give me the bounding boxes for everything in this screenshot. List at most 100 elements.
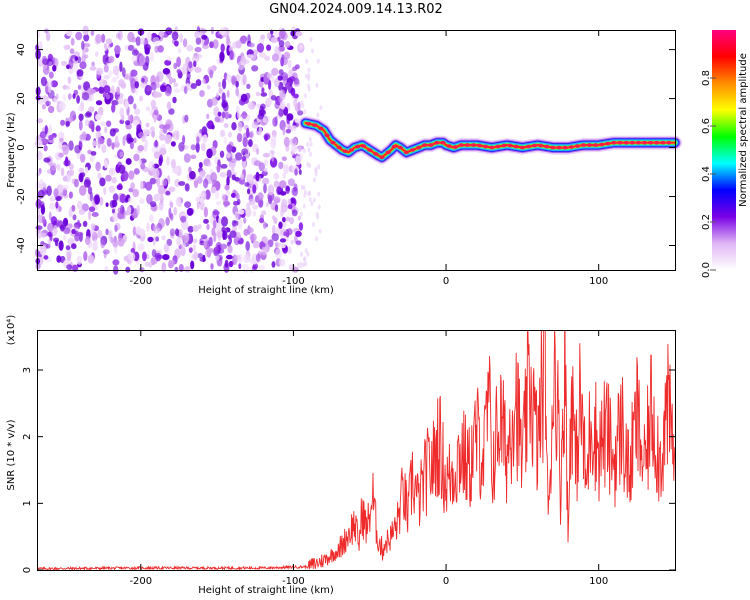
noise-speck (134, 87, 139, 95)
noise-speck (35, 225, 43, 230)
ridge-point (562, 145, 568, 150)
noise-speck (244, 182, 250, 187)
ridge-point (342, 149, 348, 153)
spectrogram-x-ticks: -200 -100 0 100 (129, 30, 608, 287)
noise-speck (248, 139, 253, 148)
noise-speck (47, 105, 55, 114)
noise-speck (141, 77, 145, 83)
noise-speck (262, 177, 270, 185)
colorbar-tick-label: 0.8 (701, 70, 712, 86)
noise-speck (73, 89, 79, 96)
noise-speck (211, 179, 218, 186)
noise-speck (298, 222, 304, 231)
noise-speck (85, 236, 91, 245)
noise-speck (76, 255, 83, 265)
noise-speck (221, 92, 226, 103)
noise-speck (211, 97, 218, 106)
noise-speck (282, 172, 287, 179)
noise-speck (276, 186, 282, 196)
noise-speck (273, 196, 281, 204)
noise-speck (146, 31, 152, 42)
noise-speck (78, 167, 85, 173)
noise-speck (65, 120, 71, 127)
noise-speck (119, 61, 123, 73)
noise-speck (297, 262, 304, 269)
noise-speck (35, 86, 41, 96)
ridge-point (538, 143, 544, 148)
y-tick-label: 1 (22, 500, 33, 506)
noise-speck (274, 204, 279, 212)
noise-speck (178, 181, 186, 186)
ridge-point (354, 144, 361, 149)
noise-speck (199, 197, 204, 204)
noise-speck (39, 245, 47, 256)
noise-speck (65, 245, 71, 251)
noise-speck (249, 130, 254, 139)
ridge-point (544, 144, 550, 149)
noise-speck (166, 238, 173, 247)
noise-speck (105, 120, 112, 127)
noise-speck (125, 120, 131, 126)
ridge-point (428, 143, 434, 147)
noise-speck (146, 194, 153, 205)
noise-speck (186, 44, 194, 52)
noise-speck (238, 218, 243, 230)
noise-speck (280, 243, 286, 249)
noise-speck (246, 54, 254, 59)
noise-speck (82, 220, 88, 227)
noise-speck (246, 127, 250, 139)
noise-speck (207, 162, 212, 167)
noise-speck (166, 56, 173, 62)
x-tick-label: 100 (589, 276, 608, 287)
noise-speck (153, 193, 161, 202)
noise-speck (251, 121, 259, 129)
noise-speck (217, 232, 221, 242)
noise-speck (220, 163, 228, 169)
noise-speck (169, 228, 175, 236)
noise-speck (62, 84, 68, 90)
noise-speck (258, 52, 267, 58)
noise-speck (255, 253, 261, 262)
ridge-point (464, 143, 470, 147)
noise-speck (195, 79, 202, 87)
ridge-point (324, 133, 330, 138)
noise-speck (242, 74, 247, 86)
noise-speck (278, 69, 284, 76)
noise-speck (103, 43, 108, 49)
noise-speck (278, 221, 283, 229)
noise-speck (83, 42, 91, 48)
noise-speck (142, 251, 147, 262)
noise-speck (37, 58, 44, 67)
noise-speck (145, 181, 153, 191)
noise-speck (88, 106, 95, 113)
noise-speck (137, 145, 144, 152)
noise-speck (97, 139, 101, 149)
noise-speck (153, 89, 157, 99)
noise-speck (149, 177, 157, 185)
noise-speck (89, 66, 97, 71)
noise-speck (267, 184, 275, 196)
noise-speck (120, 204, 125, 215)
noise-speck (315, 236, 318, 242)
noise-speck (111, 76, 117, 83)
noise-speck (80, 153, 86, 163)
noise-speck (83, 33, 90, 42)
ridge-point (556, 145, 562, 150)
noise-speck (283, 164, 289, 174)
noise-speck (291, 144, 298, 153)
noise-speck (175, 228, 179, 236)
ridge-point (330, 140, 336, 145)
noise-speck (200, 234, 208, 240)
noise-speck (182, 63, 189, 75)
noise-speck (56, 255, 62, 263)
noise-speck (164, 59, 172, 66)
noise-speck (226, 35, 230, 45)
noise-speck (256, 43, 265, 53)
noise-speck (316, 214, 320, 220)
noise-speck (220, 129, 226, 137)
ridge-point (477, 143, 483, 148)
noise-speck (210, 172, 218, 182)
noise-speck (301, 103, 305, 109)
noise-speck (69, 48, 75, 55)
noise-speck (125, 158, 132, 165)
